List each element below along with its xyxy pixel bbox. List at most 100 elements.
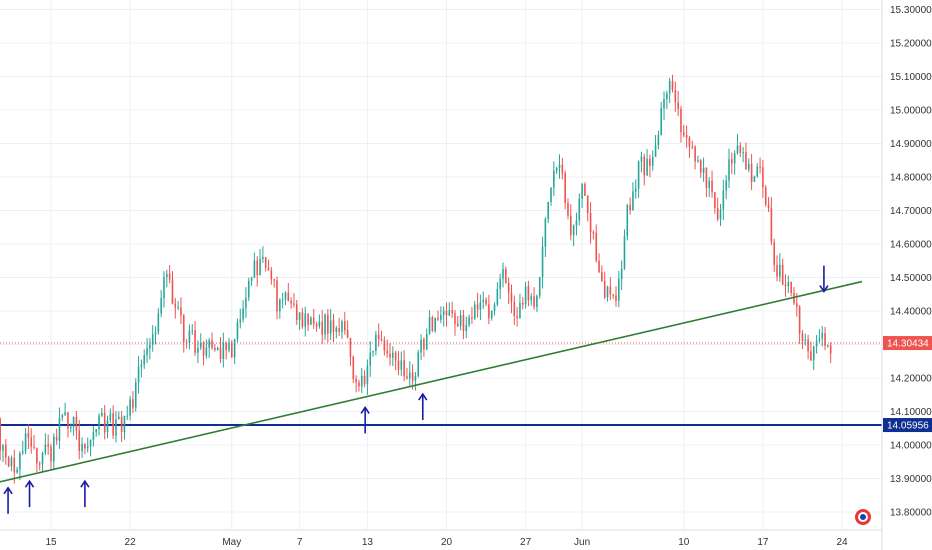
logo bbox=[855, 509, 871, 525]
candle bbox=[519, 293, 521, 320]
candle-body bbox=[132, 399, 134, 408]
candle bbox=[321, 310, 323, 344]
candle bbox=[646, 149, 648, 177]
candle-body bbox=[745, 152, 747, 170]
candle-body bbox=[287, 292, 290, 301]
candle-body bbox=[301, 312, 304, 327]
candle bbox=[19, 451, 21, 481]
x-tick-label: 27 bbox=[520, 537, 532, 548]
candle-body bbox=[697, 160, 699, 162]
candle-body bbox=[694, 146, 696, 162]
candle-body bbox=[55, 436, 58, 441]
candle-body bbox=[476, 304, 479, 310]
candle-body bbox=[372, 350, 374, 353]
candle bbox=[654, 135, 657, 157]
candle-body bbox=[657, 135, 660, 146]
candle bbox=[457, 316, 459, 328]
candle-body bbox=[818, 338, 821, 341]
candle-body bbox=[564, 173, 566, 204]
candle-body bbox=[53, 436, 55, 462]
candle-body bbox=[742, 152, 744, 154]
candle bbox=[10, 455, 13, 472]
candle-body bbox=[208, 340, 210, 348]
candle-body bbox=[499, 278, 501, 289]
candle-body bbox=[555, 167, 558, 171]
candle-body bbox=[465, 325, 468, 331]
candle bbox=[132, 391, 134, 414]
candle bbox=[499, 273, 501, 299]
candle-body bbox=[219, 347, 222, 359]
candle-body bbox=[5, 444, 7, 458]
candle-body bbox=[253, 260, 256, 278]
candle bbox=[558, 154, 561, 179]
candle-body bbox=[756, 166, 759, 177]
candle bbox=[821, 326, 824, 347]
candle-body bbox=[41, 452, 44, 464]
candle-body bbox=[815, 340, 818, 347]
candle bbox=[38, 461, 41, 471]
candle-body bbox=[660, 108, 662, 136]
candle bbox=[437, 310, 439, 322]
candle-body bbox=[140, 364, 143, 367]
candle bbox=[177, 300, 179, 310]
candle-body bbox=[386, 350, 388, 354]
candle bbox=[550, 187, 552, 206]
y-tick-label: 14.10000 bbox=[890, 407, 932, 418]
candle bbox=[488, 294, 490, 325]
candle bbox=[0, 417, 1, 461]
candle-body bbox=[615, 295, 617, 301]
y-tick-label: 14.20000 bbox=[890, 374, 932, 385]
candle bbox=[575, 212, 578, 236]
candle bbox=[67, 411, 69, 438]
candle-body bbox=[685, 135, 688, 138]
candle-body bbox=[632, 191, 634, 211]
candle-body bbox=[637, 161, 640, 189]
arrow-up-icon[interactable] bbox=[418, 392, 428, 421]
candle bbox=[406, 367, 408, 380]
candle bbox=[250, 276, 253, 286]
candle-body bbox=[572, 225, 575, 235]
candle-body bbox=[188, 330, 191, 343]
candle-body bbox=[640, 156, 643, 162]
candle bbox=[618, 270, 620, 308]
candle bbox=[273, 278, 275, 288]
candle bbox=[739, 142, 742, 157]
candle-body bbox=[451, 310, 453, 314]
candle-body bbox=[166, 273, 168, 278]
arrow-up-icon[interactable] bbox=[80, 479, 90, 508]
arrows bbox=[3, 265, 829, 514]
candle-body bbox=[612, 294, 614, 296]
candle-body bbox=[134, 382, 137, 408]
arrow-up-icon[interactable] bbox=[3, 486, 13, 514]
arrow-down-icon[interactable] bbox=[819, 265, 829, 294]
candle-body bbox=[403, 360, 405, 377]
candle bbox=[394, 350, 397, 371]
arrow-up-icon[interactable] bbox=[360, 406, 370, 434]
candle bbox=[50, 443, 52, 470]
candle-body bbox=[349, 337, 352, 357]
candle bbox=[103, 405, 106, 440]
candle-body bbox=[798, 306, 801, 334]
candle-body bbox=[731, 159, 733, 164]
candle-body bbox=[651, 156, 654, 166]
candle-body bbox=[205, 347, 208, 356]
candle bbox=[75, 410, 78, 440]
candle-body bbox=[598, 260, 600, 272]
candle bbox=[281, 292, 284, 309]
arrow-up-icon[interactable] bbox=[24, 479, 35, 508]
trend-line[interactable] bbox=[0, 280, 863, 484]
candle-body bbox=[259, 259, 261, 276]
candle bbox=[7, 455, 10, 468]
candle bbox=[188, 324, 191, 350]
candle-body bbox=[623, 236, 626, 269]
candle-body bbox=[211, 340, 213, 348]
trend-line-layer[interactable] bbox=[0, 280, 863, 484]
candle-body bbox=[725, 180, 727, 191]
candle-body bbox=[276, 280, 278, 312]
candle bbox=[779, 253, 781, 282]
candle bbox=[505, 266, 507, 284]
candle bbox=[72, 416, 75, 436]
candle bbox=[620, 260, 623, 290]
candle-body bbox=[397, 360, 400, 370]
